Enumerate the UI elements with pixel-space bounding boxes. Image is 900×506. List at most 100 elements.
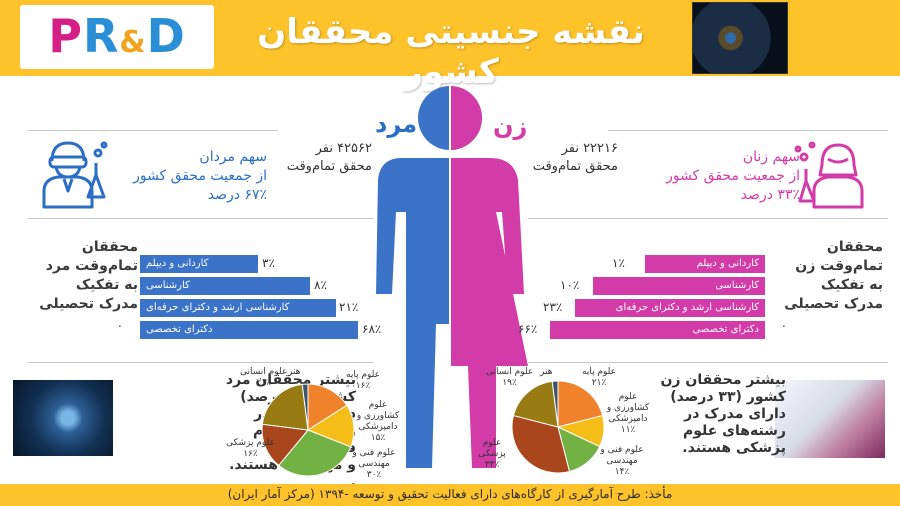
women-share-subtitle: از جمعیت محقق کشور [666,168,800,184]
women-count-caption: محقق تمام‌وقت [532,159,618,174]
gender-figure-icon [376,84,528,476]
women-education-title-line3: به تفکیک [820,277,883,293]
logo-text: PR&D [20,9,214,63]
divider-men-bottom [28,362,373,363]
men-pie-pct-humanities: ۲۱٪ [256,378,271,388]
logo-d: D [146,9,186,63]
men-education-dot: . [118,316,122,330]
men-education-title-line3: به تفکیک [75,277,138,293]
men-most-dot: . [350,474,356,490]
men-pie-pct-agri: ۱۵٪ [370,433,386,443]
men-share-text: سهم مردان از جمعیت محقق کشور ۶۷٪ درصد [92,148,267,205]
women-field-pie-chart [511,380,605,474]
women-pie-name-eng: علوم فنی و مهندسی [600,445,644,466]
men-education-title-line2: تمام‌وقت مرد [45,258,138,274]
women-bar-masters-label: کارشناسی ارشد و دکترای حرفه‌ای [615,302,759,313]
men-education-title-line4: مدرک تحصیلی [39,296,138,312]
men-count-caption: محقق تمام‌وقت [286,159,372,174]
source-note: مأخذ: طرح آمارگیری از کارگاه‌های دارای ف… [227,487,673,501]
men-bar-bachelor-label: کارشناسی [146,280,190,291]
women-count-number: ۲۲۲۱۶ نفر [561,141,618,156]
men-field-pie-chart [261,383,355,477]
men-bar-phd: دکترای تخصصی [140,321,358,339]
women-pie-pct-agri: ۱۱٪ [620,425,636,435]
women-bar-bachelor-label: کارشناسی [715,280,759,291]
women-pie-slice-5 [551,380,559,428]
men-researcher-count: ۴۲۵۶۲ نفر محقق تمام‌وقت [262,140,372,176]
men-count-number: ۴۲۵۶۲ نفر [315,141,372,156]
women-pie-slice-4 [512,380,559,428]
men-label: مرد [375,110,418,138]
logo-p: P [48,9,83,63]
women-bar-diploma-label: کاردانی و دیپلم [696,258,759,269]
brain-image [692,2,788,74]
men-pie-slice-4 [261,383,309,431]
women-pie-label-eng: علوم فنی و مهندسی ۱۴٪ [600,445,644,478]
women-bar-bachelor: کارشناسی [593,277,765,295]
men-bar-bachelor: کارشناسی [140,277,310,295]
women-pie-pct-eng: ۱۴٪ [614,467,630,477]
men-bar-diploma-label: کاردانی و دیپلم [146,258,209,269]
men-pie-name-art: هنر [288,367,301,377]
women-pie-pct-basic: ۲۱٪ [591,378,607,388]
men-pie-pct-eng: ۳۰٪ [366,470,382,480]
men-pie-name-agri: علوم کشاورزی و دامپزشکی [356,400,400,432]
women-most-line3: دارای مدرک در [684,406,786,422]
logo-amp: & [119,25,147,60]
women-education-title-line2: تمام‌وقت زن [795,258,883,274]
men-pie-slice-2 [277,429,352,477]
men-bar-bachelor-percent: ۸٪ [314,278,327,292]
men-education-title-line1: محققان [81,239,138,255]
men-pie-label-eng: علوم فنی و مهندسی ۳۰٪ [352,448,396,481]
women-most-line1: بیشتر محققان زن [660,372,786,388]
men-bar-diploma-percent: ۳٪ [262,256,275,270]
women-education-dot: . [782,316,786,330]
women-bar-phd-label: دکترای تخصصی [692,324,759,335]
page-title: نقشه جنسیتی محققان کشور [257,12,645,92]
women-pie-label-art: هنر [540,367,552,378]
men-bar-masters-label: کارشناسی ارشد و دکترای حرفه‌ای [146,302,290,313]
women-bar-masters: کارشناسی ارشد و دکترای حرفه‌ای [575,299,765,317]
women-pie-label-basic: علوم پایه ۲۱٪ [582,367,616,389]
men-pie-slice-5 [301,383,309,431]
men-pie-name-basic: علوم پایه [346,370,381,380]
men-bar-masters: کارشناسی ارشد و دکترای حرفه‌ای [140,299,336,317]
women-pie-slice-0 [557,380,604,428]
divider-women-top [608,130,888,131]
male-scientist-icon [42,141,108,209]
men-bar-diploma: کاردانی و دیپلم [140,255,258,273]
men-bar-phd-label: دکترای تخصصی [146,324,213,335]
men-pie-label-art: هنر [288,367,300,378]
women-pie-name-basic: علوم پایه [582,367,617,377]
men-share-subtitle: از جمعیت محقق کشور [133,168,267,184]
women-most-field-text: بیشتر محققان زن کشور (۳۳ درصد) دارای مدر… [650,372,786,457]
men-pie-slice-0 [307,383,348,431]
men-bar-masters-percent: ۲۱٪ [339,300,359,314]
women-pie-name-medical: علوم پزشکی [478,438,506,459]
logo-r: R [82,9,120,63]
women-bar-bachelor-percent: ۱۰٪ [560,278,580,292]
women-pie-name-agri: علوم کشاورزی و دامپزشکی [606,392,650,424]
divider-men-top [28,130,278,131]
men-most-line1: بیشتر محققان مرد [225,372,356,388]
technology-photo [13,380,113,456]
women-bar-masters-percent: ۲۳٪ [543,300,563,314]
divider-women-middle [528,218,888,219]
men-pie-slice-3 [261,423,309,467]
women-researcher-count: ۲۲۲۱۶ نفر محقق تمام‌وقت [508,140,618,176]
women-pie-slice-3 [511,414,571,474]
divider-men-middle [28,218,373,219]
women-most-line5: پزشکی هستند. [682,440,786,456]
women-bar-phd-percent: ۶۶٪ [518,322,538,336]
men-pie-name-eng: علوم فنی و مهندسی [352,448,396,469]
women-most-line2: کشور (۳۳ درصد) [670,389,786,405]
women-education-title-line4: مدرک تحصیلی [784,296,883,312]
women-bar-diploma-percent: ۱٪ [612,256,625,270]
men-share-title: سهم مردان [199,149,267,165]
women-education-title: محققان تمام‌وقت زن به تفکیک مدرک تحصیلی [765,238,883,314]
men-pie-name-humanities: علوم انسانی [240,367,288,377]
women-share-percent: ۳۳٪ درصد [740,187,800,203]
men-bar-phd-percent: ۶۸٪ [362,322,382,336]
header-banner: PR&D نقشه جنسیتی محققان کشور [0,0,900,92]
men-pie-label-humanities: علوم انسانی ۲۱٪ [240,367,287,389]
